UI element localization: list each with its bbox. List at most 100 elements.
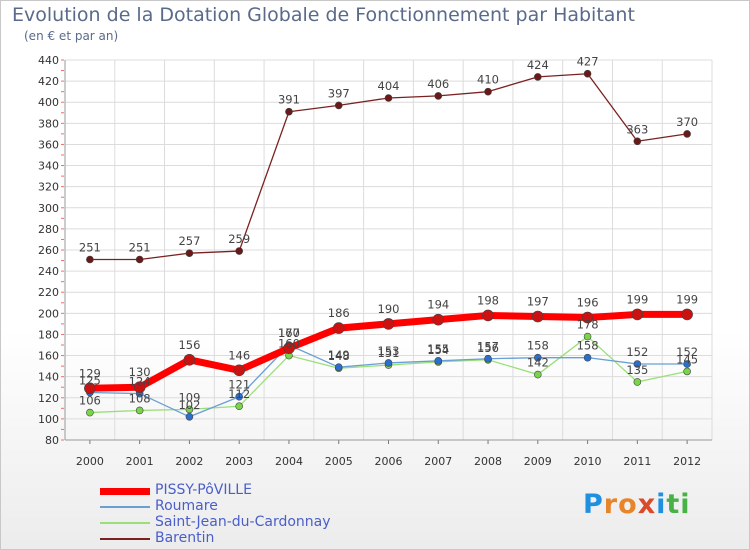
data-point-saint-jean (185, 405, 194, 414)
chart-subtitle: (en € et par an) (24, 29, 119, 43)
x-tick-label: 2007 (424, 455, 452, 468)
data-label-saint-jean: 106 (79, 394, 101, 408)
data-label-saint-jean: 145 (676, 352, 698, 366)
series-layer (84, 69, 693, 421)
data-point-barentin (583, 69, 592, 78)
data-point-barentin (434, 92, 443, 100)
x-tick-label: 2006 (375, 455, 403, 468)
legend-label-pissy: PISSY-PôVILLE (155, 482, 252, 498)
legend-swatch-pissy (100, 488, 150, 495)
y-tick-label: 120 (38, 392, 59, 405)
y-tick-label: 100 (38, 413, 59, 426)
x-tick-label: 2001 (126, 455, 154, 468)
data-point-saint-jean (583, 332, 592, 341)
y-tick-label: 300 (38, 202, 59, 215)
y-tick-label: 280 (38, 223, 59, 236)
data-point-pissy (332, 322, 345, 334)
data-label-saint-jean: 112 (228, 387, 250, 401)
y-tick-label: 380 (38, 117, 59, 130)
data-label-barentin: 427 (577, 55, 599, 69)
data-label-barentin: 397 (328, 86, 350, 100)
data-point-barentin (534, 73, 542, 81)
data-label-pissy: 197 (527, 295, 549, 309)
y-tick-label: 260 (38, 244, 59, 257)
data-point-pissy (581, 311, 594, 324)
data-label-saint-jean: 178 (577, 318, 599, 332)
data-label-pissy: 156 (178, 338, 200, 352)
data-point-pissy (382, 318, 395, 330)
data-point-roumare (334, 363, 343, 371)
data-point-barentin (633, 137, 642, 146)
chart-title: Evolution de la Dotation Globale de Fonc… (12, 4, 635, 26)
data-label-saint-jean: 142 (527, 356, 549, 370)
x-tick-label: 2000 (76, 455, 104, 468)
legend-swatch-roumare (100, 506, 150, 508)
logo-letter: i (656, 489, 667, 520)
data-point-roumare (683, 360, 691, 368)
data-point-pissy (183, 353, 196, 366)
data-label-roumare: 102 (178, 398, 200, 412)
x-tick-label: 2011 (623, 455, 651, 468)
data-point-pissy (432, 313, 445, 326)
data-label-roumare: 149 (328, 348, 350, 362)
y-tick-label: 360 (38, 138, 59, 151)
data-label-barentin: 259 (228, 232, 250, 246)
data-label-pissy: 199 (626, 292, 648, 306)
data-point-pissy (84, 382, 96, 395)
y-tick-label: 240 (38, 265, 59, 278)
data-point-pissy (283, 342, 295, 354)
data-label-barentin: 370 (676, 115, 698, 129)
x-tick-label: 2009 (524, 455, 552, 468)
data-labels: 129 130 156 146 167 186 190 194 198 197 196 199 199 1… (79, 55, 698, 412)
data-label-saint-jean: 109 (178, 390, 200, 404)
data-point-barentin (135, 255, 144, 264)
data-point-barentin (384, 94, 393, 102)
legend-label-roumare: Roumare (155, 498, 218, 514)
data-label-roumare: 124 (129, 375, 151, 389)
data-label-saint-jean: 108 (129, 391, 151, 405)
data-point-roumare (583, 353, 592, 362)
data-point-roumare (633, 360, 642, 368)
data-label-pissy: 196 (577, 296, 599, 310)
data-point-pissy (681, 308, 693, 321)
data-label-saint-jean: 160 (278, 337, 300, 351)
data-label-barentin: 410 (477, 73, 499, 87)
legend-item-pissy: PISSY-PôVILLE (100, 482, 400, 499)
data-point-pissy (482, 309, 494, 322)
logo-letter: x (637, 489, 657, 520)
data-label-roumare: 152 (626, 345, 648, 359)
y-tick-label: 200 (38, 307, 59, 320)
data-label-barentin: 424 (527, 58, 549, 72)
y-tick-label: 140 (38, 371, 59, 384)
data-point-barentin (484, 87, 492, 96)
data-point-saint-jean (86, 408, 94, 417)
data-label-roumare: 158 (527, 339, 549, 353)
data-label-saint-jean: 135 (626, 363, 648, 377)
logo-letter: r (603, 489, 619, 520)
x-tick-label: 2003 (225, 455, 253, 468)
x-tick-label: 2005 (325, 455, 353, 468)
data-label-barentin: 363 (626, 122, 648, 136)
data-label-barentin: 406 (427, 77, 449, 91)
logo-letter: t (666, 489, 681, 520)
proxiti-logo: Proxiti (583, 489, 691, 520)
data-point-pissy (532, 310, 544, 323)
y-tick-label: 440 (38, 54, 59, 67)
data-label-saint-jean: 151 (378, 346, 400, 360)
data-label-barentin: 391 (278, 93, 300, 107)
logo-letter: P (583, 489, 604, 520)
data-point-roumare (235, 392, 243, 401)
data-label-saint-jean: 148 (328, 349, 350, 363)
data-label-roumare: 153 (378, 344, 400, 358)
data-point-barentin (334, 101, 343, 110)
axes: 80 100 120 140 160 180 200 220 240 260 280 300 320 34… (38, 54, 712, 468)
data-point-pissy (631, 308, 644, 321)
data-point-saint-jean (683, 367, 691, 376)
data-point-barentin (185, 249, 194, 257)
data-label-barentin: 257 (178, 234, 200, 248)
data-point-saint-jean (235, 402, 243, 411)
data-label-pissy: 186 (328, 306, 350, 320)
data-label-barentin: 404 (378, 79, 400, 93)
data-point-roumare (185, 412, 194, 421)
